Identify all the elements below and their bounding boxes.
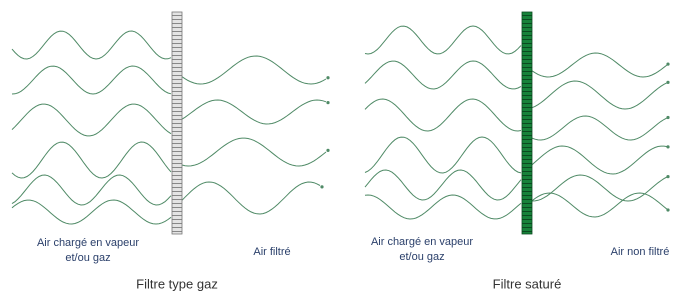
gas-filter xyxy=(172,12,182,234)
wave xyxy=(12,142,171,178)
wave xyxy=(12,104,171,136)
wave xyxy=(365,195,521,219)
wave xyxy=(182,56,326,84)
wave xyxy=(182,138,326,166)
page: {"panels": [ {"input_label": ["Air charg… xyxy=(0,0,682,296)
wave-end xyxy=(666,145,669,148)
diagram: Air chargé en vapeur et/ou gaz Air filtr… xyxy=(0,0,682,296)
wave xyxy=(12,200,171,224)
wave xyxy=(182,100,326,124)
input-label: Air chargé en vapeur xyxy=(371,236,473,248)
wave xyxy=(532,146,667,174)
wave xyxy=(365,137,521,173)
wave-end xyxy=(666,175,669,178)
wave xyxy=(365,170,521,200)
wave-end xyxy=(666,208,669,211)
wave-end xyxy=(666,63,669,66)
wave xyxy=(365,61,521,89)
wave xyxy=(532,193,667,217)
output-label: Air filtré xyxy=(253,246,290,258)
wave-end xyxy=(320,185,323,188)
wave-end xyxy=(326,76,329,79)
wave xyxy=(12,31,171,59)
wave-end xyxy=(326,149,329,152)
air-flow-waves xyxy=(12,26,670,224)
wave xyxy=(532,116,667,140)
wave xyxy=(532,81,667,109)
wave xyxy=(365,26,521,54)
output-label: Air non filtré xyxy=(611,246,670,258)
input-label: et/ou gaz xyxy=(65,252,110,264)
wave xyxy=(12,175,171,205)
input-label: et/ou gaz xyxy=(399,251,444,263)
wave-end xyxy=(326,101,329,104)
caption: Filtre saturé xyxy=(493,276,562,291)
wave-end xyxy=(666,81,669,84)
input-label: Air chargé en vapeur xyxy=(37,237,139,249)
caption: Filtre type gaz xyxy=(136,276,218,291)
wave xyxy=(532,175,667,201)
wave xyxy=(12,66,171,94)
saturated-filter xyxy=(522,12,532,234)
wave xyxy=(182,182,320,214)
wave xyxy=(365,99,521,131)
wave-end xyxy=(666,116,669,119)
wave xyxy=(532,53,667,77)
